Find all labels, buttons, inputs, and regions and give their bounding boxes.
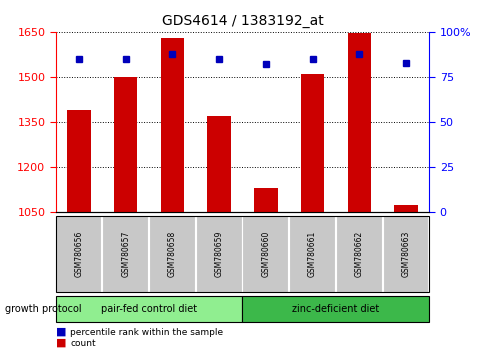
- Text: ■: ■: [56, 327, 66, 337]
- Text: GSM780657: GSM780657: [121, 231, 130, 277]
- Text: pair-fed control diet: pair-fed control diet: [101, 304, 197, 314]
- Text: GSM780660: GSM780660: [261, 231, 270, 277]
- Bar: [347, 33, 370, 212]
- Bar: [114, 77, 137, 212]
- Bar: [393, 205, 417, 212]
- Text: GSM780659: GSM780659: [214, 231, 223, 277]
- Bar: [67, 110, 91, 212]
- Bar: [300, 74, 323, 212]
- Text: GSM780661: GSM780661: [307, 231, 317, 277]
- Bar: [207, 116, 230, 212]
- Title: GDS4614 / 1383192_at: GDS4614 / 1383192_at: [161, 14, 323, 28]
- Text: zinc-deficient diet: zinc-deficient diet: [292, 304, 378, 314]
- Text: ■: ■: [56, 338, 66, 348]
- Text: GSM780662: GSM780662: [354, 231, 363, 277]
- Bar: [254, 188, 277, 212]
- Bar: [161, 38, 184, 212]
- Text: GSM780656: GSM780656: [75, 231, 83, 277]
- Text: count: count: [70, 339, 96, 348]
- Text: GSM780658: GSM780658: [167, 231, 177, 277]
- Text: growth protocol: growth protocol: [5, 304, 81, 314]
- Text: GSM780663: GSM780663: [401, 231, 409, 277]
- Text: percentile rank within the sample: percentile rank within the sample: [70, 328, 223, 337]
